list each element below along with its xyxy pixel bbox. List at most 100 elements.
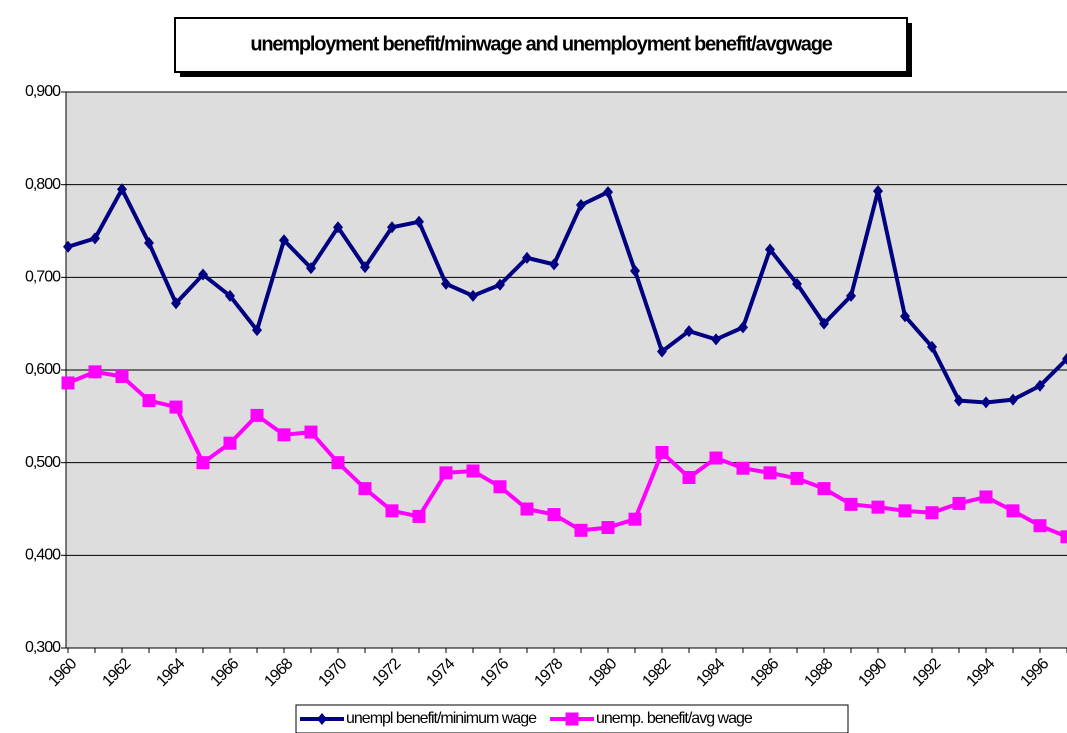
data-point [574, 523, 588, 537]
data-point [1062, 352, 1067, 365]
data-point [657, 345, 667, 358]
title-box [174, 17, 908, 73]
data-point [709, 451, 723, 465]
data-point [466, 464, 480, 478]
data-point [738, 321, 748, 334]
x-tick-label: 1960 [45, 655, 80, 690]
data-point [898, 504, 912, 518]
data-point [549, 258, 559, 271]
data-point [306, 262, 316, 275]
data-point [331, 456, 345, 470]
data-point [412, 509, 426, 523]
data-point [169, 400, 183, 414]
data-point [1060, 530, 1067, 544]
data-point [655, 445, 669, 459]
data-point [441, 277, 451, 290]
x-tick-label: 1980 [585, 655, 620, 690]
data-point [979, 490, 993, 504]
data-point [765, 243, 775, 256]
data-point [763, 466, 777, 480]
y-tick-label: 0,300 [25, 639, 61, 656]
x-tick-label: 1988 [801, 655, 836, 690]
data-point [601, 521, 615, 535]
data-point [520, 502, 534, 516]
x-tick-label: 1978 [531, 655, 566, 690]
data-point [628, 512, 642, 526]
x-tick-label: 1972 [369, 655, 404, 690]
data-point [385, 504, 399, 518]
data-point [171, 297, 181, 310]
data-point [360, 261, 370, 274]
x-tick-label: 1962 [99, 655, 134, 690]
y-tick-label: 0,400 [25, 547, 61, 564]
data-point [630, 264, 640, 277]
data-point [576, 199, 586, 212]
y-tick-label: 0,600 [25, 361, 61, 378]
data-point [522, 251, 532, 264]
x-tick-label: 1976 [477, 655, 512, 690]
data-point [1006, 504, 1020, 518]
x-tick-label: 1964 [153, 655, 188, 690]
data-point [925, 506, 939, 520]
data-point [711, 333, 721, 346]
x-tick-label: 1968 [261, 655, 296, 690]
x-tick-label: 1986 [747, 655, 782, 690]
data-point [196, 456, 210, 470]
data-point [115, 369, 129, 383]
data-point [90, 232, 100, 245]
data-point [198, 268, 208, 281]
chart-title: unemployment benefit/minwage and unemplo… [250, 33, 832, 55]
data-point [142, 394, 156, 408]
data-point [333, 221, 343, 234]
data-point [88, 365, 102, 379]
data-point [414, 215, 424, 228]
x-tick-label: 1970 [315, 655, 350, 690]
series [63, 183, 1067, 409]
data-point [981, 396, 991, 409]
data-point [439, 466, 453, 480]
data-point [790, 471, 804, 485]
x-tick-label: 1992 [909, 655, 944, 690]
data-point [792, 277, 802, 290]
data-point [927, 340, 937, 353]
data-point [250, 408, 264, 422]
data-point [684, 325, 694, 338]
data-point [547, 508, 561, 522]
x-tick-label: 1994 [963, 655, 998, 690]
data-point [468, 289, 478, 302]
y-tick-label: 0,800 [25, 176, 61, 193]
data-point [358, 482, 372, 496]
legend-marker [565, 712, 579, 726]
y-tick-label: 0,900 [25, 83, 61, 100]
data-point [144, 237, 154, 250]
data-point [387, 221, 397, 234]
legend-label: unempl benefit/minimum wage [346, 710, 537, 727]
data-point [871, 500, 885, 514]
legend: unempl benefit/minimum wage unemp. benefi… [295, 704, 849, 733]
data-point [61, 376, 75, 390]
data-point [846, 289, 856, 302]
x-tick-label: 1996 [1017, 655, 1052, 690]
legend-marker [317, 713, 327, 725]
data-point [279, 234, 289, 247]
x-tick-label: 1966 [207, 655, 242, 690]
data-point [844, 497, 858, 511]
data-point [900, 310, 910, 323]
data-point [225, 289, 235, 302]
data-point [493, 480, 507, 494]
data-point [736, 461, 750, 475]
data-point [873, 185, 883, 198]
series-line [67, 185, 1067, 405]
series [61, 365, 1067, 544]
data-point [277, 428, 291, 442]
data-point [223, 436, 237, 450]
data-point [817, 482, 831, 496]
y-tick-label: 0,700 [25, 269, 61, 286]
data-point [952, 496, 966, 510]
data-point [682, 470, 696, 484]
legend-label: unemp. benefit/avg wage [596, 710, 753, 727]
data-point [304, 425, 318, 439]
x-tick-label: 1974 [423, 655, 458, 690]
data-point [1008, 393, 1018, 406]
